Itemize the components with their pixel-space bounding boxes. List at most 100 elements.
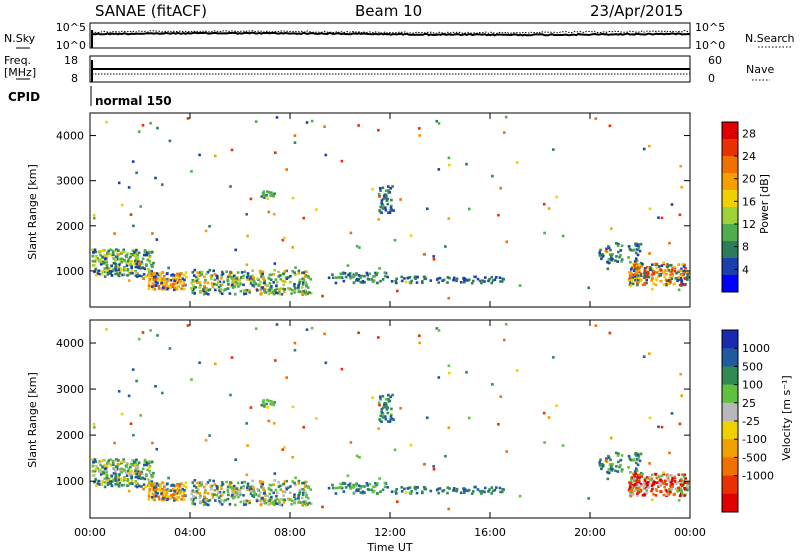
range-cell [148, 489, 151, 493]
range-cell [99, 463, 102, 467]
range-cell [283, 270, 287, 273]
range-cell [491, 489, 495, 493]
range-cell [638, 459, 642, 463]
range-cell [106, 483, 110, 486]
range-cell [383, 275, 387, 278]
range-cell [600, 257, 603, 261]
range-cell [349, 485, 352, 488]
range-cell [110, 264, 114, 268]
range-cell [252, 276, 255, 279]
range-cell [125, 253, 129, 257]
range-cell [310, 119, 314, 123]
range-cell [273, 268, 276, 272]
range-cell [665, 272, 668, 276]
range-cell [103, 477, 106, 480]
colorbar-swatch [722, 241, 738, 259]
range-cell [130, 473, 133, 477]
y-tick-label: 1000 [56, 265, 84, 278]
range-cell [101, 249, 105, 253]
range-cell [140, 477, 143, 480]
range-cell [134, 259, 137, 263]
range-cell [94, 484, 98, 487]
range-cell [645, 281, 648, 285]
range-cell [438, 487, 442, 490]
range-cell [503, 338, 506, 342]
range-cell [354, 273, 358, 277]
range-cell [107, 459, 110, 462]
range-cell [107, 249, 110, 253]
range-cell [384, 208, 388, 212]
range-cell [338, 486, 342, 490]
range-cell [163, 491, 166, 494]
range-cell [561, 234, 565, 238]
range-cell [199, 494, 202, 498]
range-cell [478, 490, 482, 493]
range-cell [647, 270, 650, 274]
range-cell [630, 280, 634, 283]
range-cell [112, 459, 115, 463]
range-cell [287, 287, 290, 290]
range-cell [142, 277, 145, 280]
range-cell [143, 253, 146, 257]
range-cell [629, 491, 632, 495]
range-cell [248, 289, 251, 292]
colorbar-swatch [722, 457, 738, 476]
range-cell [93, 216, 96, 220]
range-cell [663, 479, 667, 483]
range-cell [615, 242, 618, 245]
range-cell [273, 289, 277, 292]
colorbar-tick-label: 8 [742, 241, 749, 254]
range-cell [254, 120, 258, 123]
range-cell [248, 499, 251, 503]
range-cell [687, 486, 690, 489]
range-cell [346, 474, 350, 477]
range-cell [634, 487, 638, 491]
range-cell [618, 255, 621, 259]
range-cell [192, 484, 196, 488]
range-cell [637, 479, 641, 482]
range-cell [115, 249, 119, 253]
range-cell [386, 197, 389, 201]
range-cell [267, 503, 271, 506]
range-cell [143, 463, 146, 467]
range-cell [230, 356, 234, 359]
range-cell [132, 249, 136, 253]
range-cell [390, 407, 393, 411]
range-cell [144, 460, 148, 464]
range-cell [227, 283, 230, 286]
range-cell [118, 271, 122, 275]
range-cell [639, 483, 643, 486]
range-cell [628, 271, 631, 274]
range-cell [607, 258, 611, 261]
range-cell [611, 257, 614, 261]
range-cell [106, 273, 110, 276]
range-cell [601, 464, 605, 468]
range-cell [452, 489, 456, 492]
range-cell [437, 281, 440, 284]
range-cell [154, 494, 158, 498]
range-cell [651, 287, 654, 291]
range-cell [255, 288, 259, 292]
range-cell [662, 261, 665, 264]
range-cell [161, 481, 164, 484]
range-cell [647, 486, 651, 489]
range-cell [272, 281, 275, 284]
range-cell [490, 486, 494, 489]
range-cell [636, 484, 640, 488]
range-cell [246, 234, 249, 238]
range-cell [360, 485, 363, 488]
colorbar-swatch [722, 190, 738, 208]
range-cell [655, 481, 659, 484]
range-cell [686, 278, 689, 281]
range-cell [267, 292, 271, 296]
range-cell [205, 287, 208, 290]
range-cell [114, 483, 117, 486]
range-cell [429, 279, 433, 282]
range-cell [273, 401, 276, 404]
range-cell [213, 483, 217, 486]
range-cell [232, 488, 236, 492]
range-cell [145, 253, 149, 257]
range-cell [606, 470, 609, 474]
range-cell [143, 267, 147, 270]
range-cell [203, 284, 206, 288]
